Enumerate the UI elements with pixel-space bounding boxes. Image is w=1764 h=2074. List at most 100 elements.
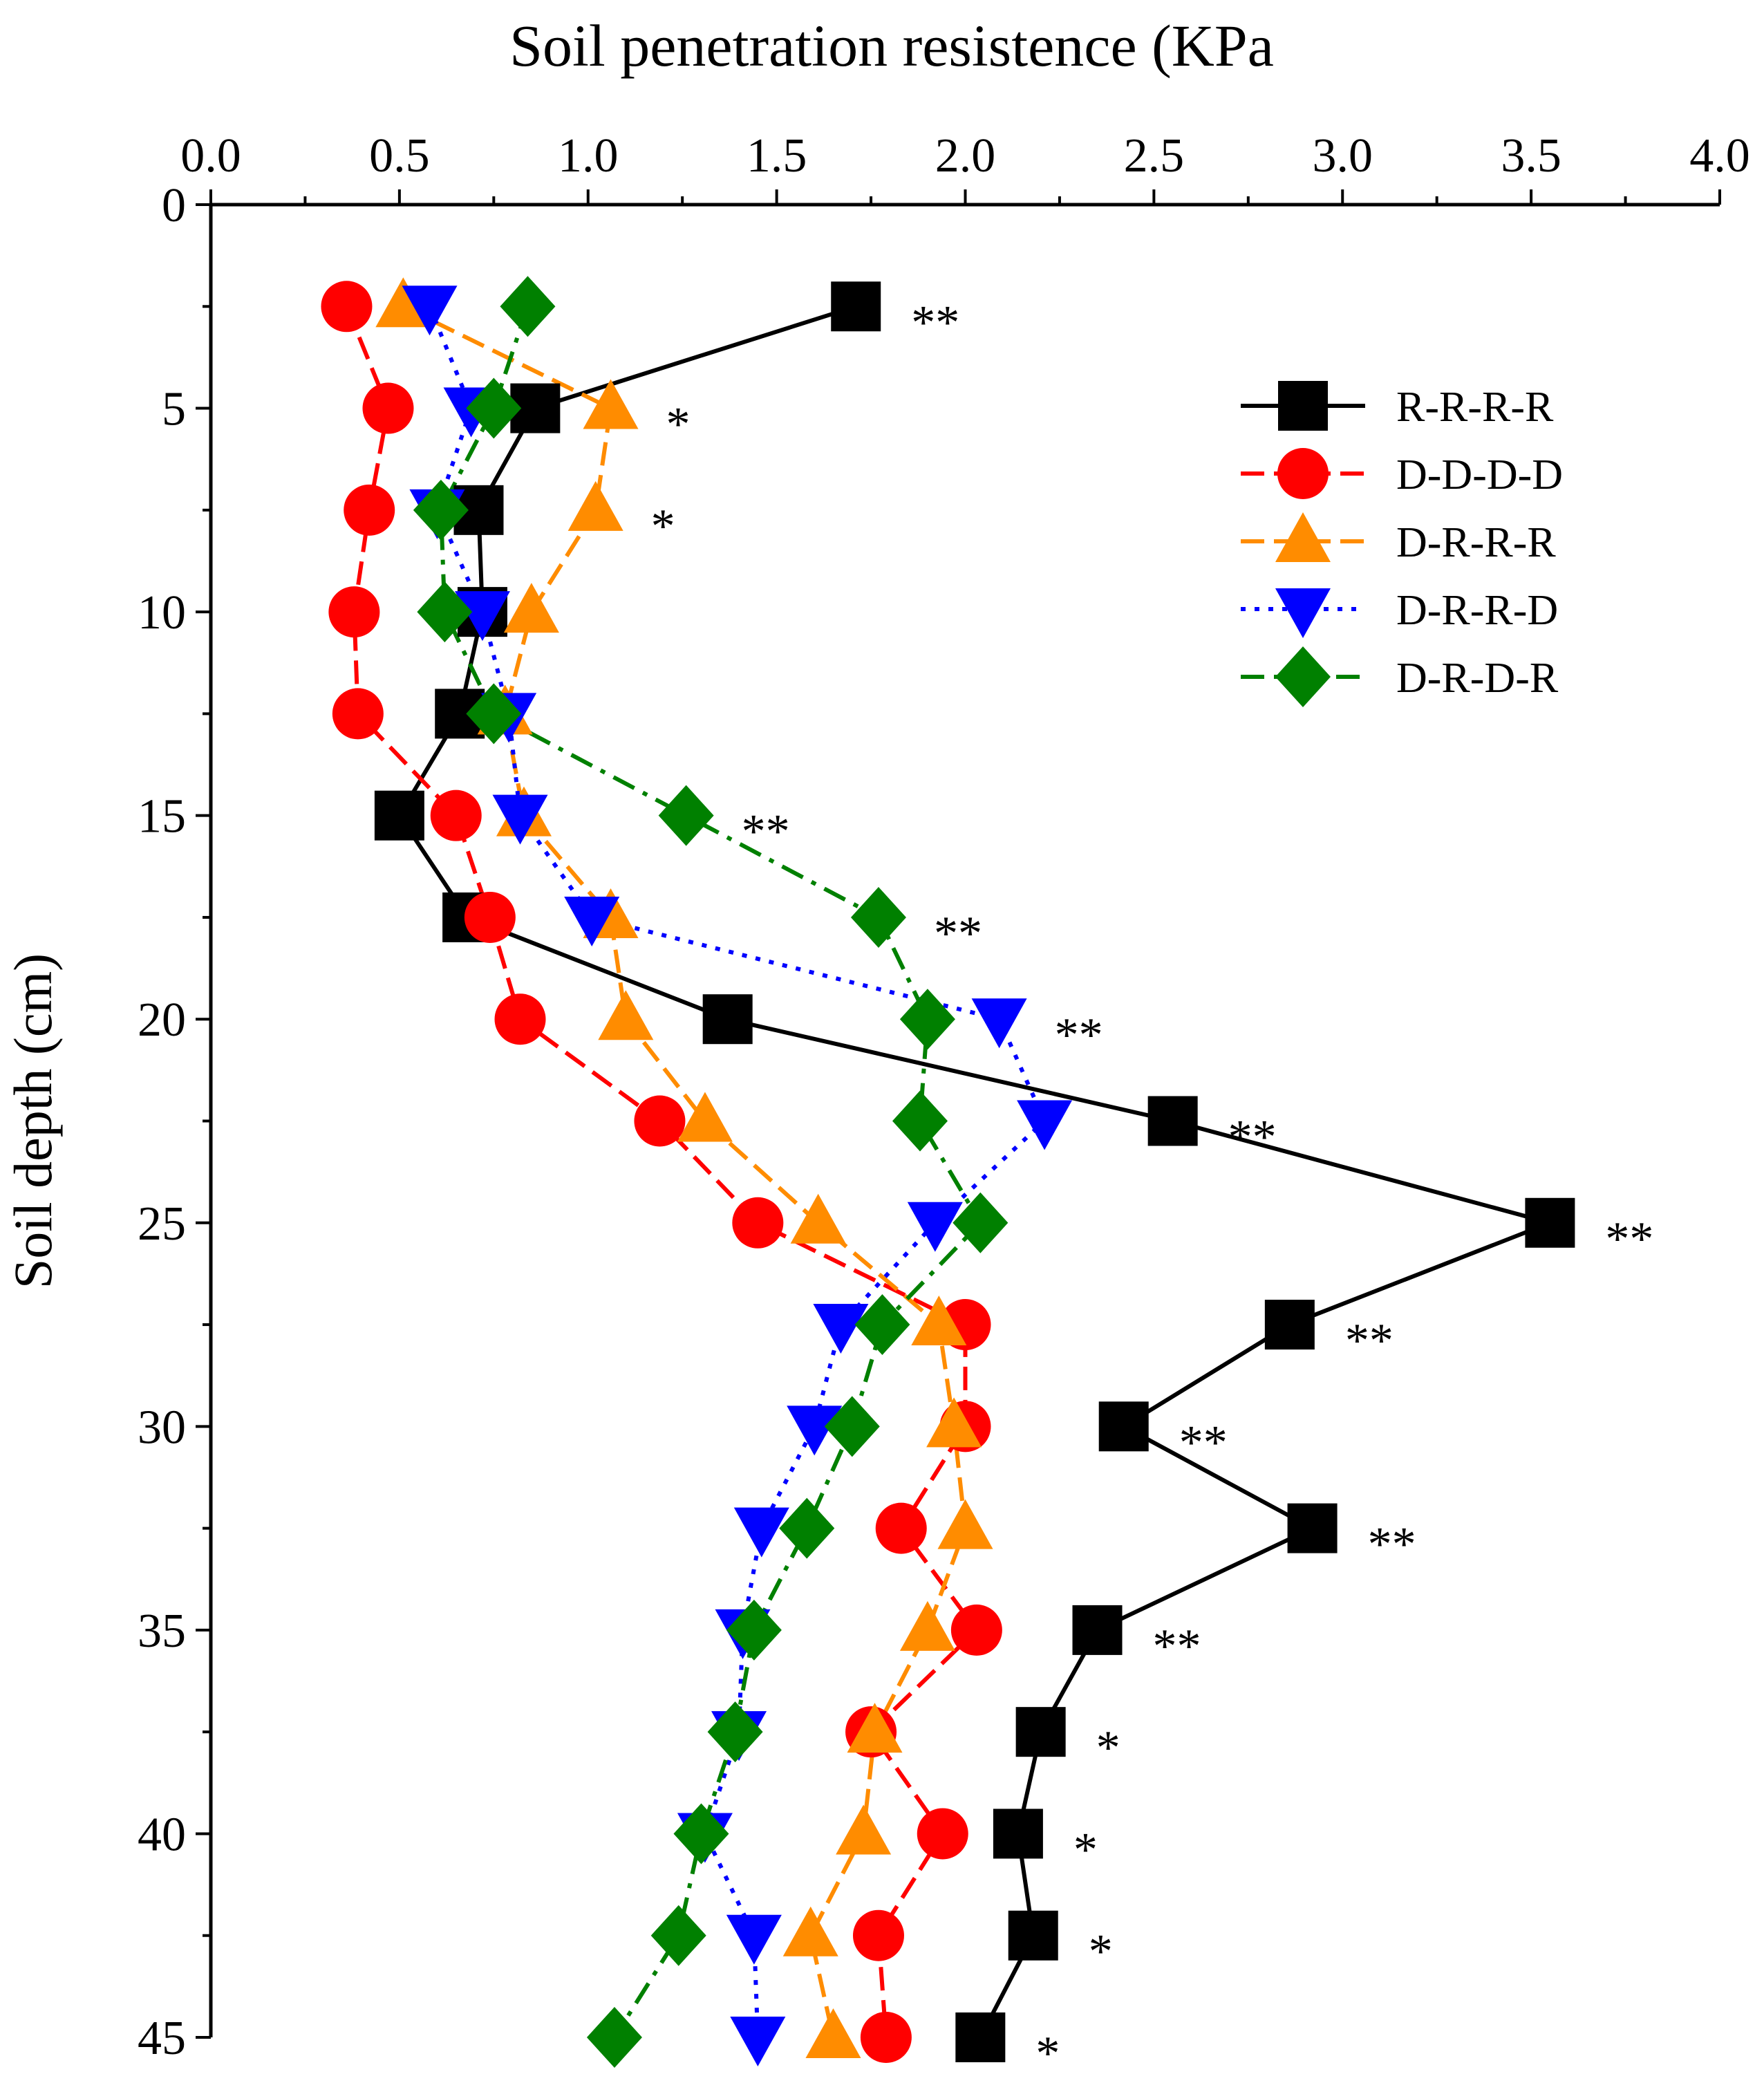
- data-point-d-r-r-r: [926, 1397, 982, 1448]
- data-point-d-r-d-r: [417, 581, 473, 643]
- y-tick-label: 40: [138, 1808, 186, 1861]
- data-point-d-r-r-d: [492, 794, 548, 845]
- data-point-d-d-d-d: [732, 1197, 784, 1249]
- y-tick-label: 30: [138, 1401, 186, 1454]
- series-line-r-r-r-r: [397, 304, 1552, 2039]
- x-tick-label: 0.5: [369, 129, 430, 183]
- significance-label: *: [1073, 1823, 1098, 1876]
- data-point-d-r-d-r: [650, 1905, 706, 1966]
- series-points-d-r-d-r: [413, 276, 1008, 2068]
- series-points-r-r-r-r: [374, 281, 1575, 2062]
- significance-label: **: [1055, 1009, 1103, 1062]
- data-point-d-d-d-d: [321, 281, 373, 333]
- data-point-r-r-r-r: [1287, 1503, 1338, 1553]
- significance-label: *: [1035, 2027, 1060, 2074]
- legend-marker-d-r-r-d: [1275, 588, 1331, 638]
- y-axis-title: Soil depth (cm): [3, 953, 63, 1289]
- legend-item-r-r-r-r: R-R-R-R: [1241, 381, 1554, 431]
- data-point-r-r-r-r: [374, 790, 424, 841]
- data-point-d-r-r-r: [790, 1193, 846, 1244]
- data-point-d-r-r-d: [971, 998, 1027, 1049]
- data-point-d-r-d-r: [824, 1396, 880, 1457]
- data-point-d-d-d-d: [917, 1808, 968, 1860]
- data-point-d-r-r-d: [787, 1405, 843, 1456]
- data-point-d-r-d-r: [892, 1090, 948, 1152]
- significance-label: **: [911, 296, 959, 349]
- data-point-d-r-d-r: [726, 1599, 782, 1661]
- data-point-r-r-r-r: [702, 994, 753, 1045]
- series-lines: [344, 304, 1552, 2039]
- data-point-r-r-r-r: [1015, 1707, 1066, 1757]
- x-tick-label: 0.0: [180, 129, 241, 183]
- y-tick-label: 10: [138, 586, 186, 639]
- x-tick-label: 1.0: [558, 129, 619, 183]
- data-point-d-r-d-r: [500, 276, 556, 337]
- data-point-d-r-d-r: [586, 2007, 642, 2068]
- series-line-d-d-d-d: [344, 306, 979, 2038]
- data-point-d-d-d-d: [464, 891, 516, 943]
- data-point-d-r-r-r: [847, 1703, 903, 1753]
- data-point-r-r-r-r: [1008, 1910, 1058, 1961]
- data-point-d-d-d-d: [494, 993, 546, 1045]
- data-point-d-r-d-r: [854, 1294, 910, 1356]
- x-tick-label: 4.0: [1689, 129, 1750, 183]
- x-tick-label: 3.5: [1501, 129, 1561, 183]
- data-point-d-r-d-r: [658, 785, 714, 846]
- axes: 0.0 0.5 1.0 1.5 2.0 2.5 3.0 3.5 4.0 0 5 10 15 20 25 30 3…: [138, 129, 1750, 2065]
- data-point-d-r-d-r: [466, 377, 522, 439]
- legend-marker-r-r-r-r: [1278, 381, 1328, 431]
- data-point-d-d-d-d: [950, 1604, 1002, 1656]
- legend-item-d-r-r-r: D-R-R-R: [1241, 512, 1556, 566]
- y-tick-label: 20: [138, 993, 186, 1047]
- legend-label-d-d-d-d: D-D-D-D: [1396, 451, 1563, 498]
- legend-item-d-d-d-d: D-D-D-D: [1241, 448, 1563, 499]
- legend-label-r-r-r-r: R-R-R-R: [1396, 384, 1554, 431]
- data-point-d-r-r-d: [402, 286, 458, 336]
- data-point-d-r-r-d: [733, 1507, 789, 1558]
- significance-label: **: [1153, 1620, 1201, 1673]
- data-point-d-r-r-r: [503, 583, 559, 633]
- series-markers: [321, 276, 1575, 2068]
- data-point-d-r-r-r: [782, 1906, 838, 1956]
- significance-label: *: [651, 500, 675, 553]
- data-point-r-r-r-r: [955, 2012, 1006, 2062]
- data-point-d-r-r-d: [726, 1914, 782, 1965]
- data-point-d-r-d-r: [466, 683, 522, 745]
- significance-label: **: [1368, 1518, 1416, 1571]
- data-point-d-r-r-d: [454, 591, 510, 642]
- data-point-d-d-d-d: [875, 1502, 927, 1554]
- data-point-d-r-r-r: [375, 277, 431, 328]
- x-tick-label: 2.5: [1124, 129, 1185, 183]
- data-point-d-d-d-d: [634, 1095, 686, 1147]
- y-tick-label: 15: [138, 790, 186, 843]
- data-point-d-d-d-d: [362, 382, 414, 434]
- data-point-d-r-d-r: [673, 1803, 729, 1865]
- data-point-d-r-d-r: [707, 1701, 763, 1763]
- legend-item-d-r-r-d: D-R-R-D: [1241, 587, 1558, 638]
- y-tick-label: 45: [138, 2012, 186, 2065]
- data-point-d-r-r-r: [598, 990, 654, 1040]
- x-tick-label: 1.5: [747, 129, 807, 183]
- significance-label: **: [1179, 1416, 1228, 1469]
- series-points-d-r-r-d: [402, 286, 1073, 2066]
- y-tick-label: 5: [162, 383, 186, 436]
- significance-label: **: [1605, 1213, 1653, 1266]
- data-point-d-d-d-d: [860, 2012, 912, 2063]
- data-point-d-r-d-r: [899, 989, 955, 1050]
- data-point-d-r-r-d: [1017, 1100, 1073, 1150]
- data-point-d-r-r-r: [899, 1600, 955, 1651]
- significance-label: *: [1089, 1925, 1113, 1979]
- significance-label: **: [1345, 1314, 1394, 1367]
- series-layer: [321, 276, 1575, 2068]
- y-tick-label: 35: [138, 1605, 186, 1658]
- legend-item-d-r-d-r: D-R-D-R: [1241, 646, 1559, 707]
- significance-label: **: [934, 907, 982, 960]
- significance-label: **: [1228, 1111, 1277, 1164]
- data-point-d-r-d-r: [779, 1497, 835, 1559]
- data-point-d-r-d-r: [413, 479, 469, 541]
- data-point-r-r-r-r: [1264, 1300, 1315, 1350]
- data-point-r-r-r-r: [1525, 1197, 1575, 1248]
- data-point-d-r-r-d: [564, 896, 620, 946]
- data-point-d-d-d-d: [344, 484, 395, 536]
- data-point-d-r-r-r: [937, 1499, 993, 1549]
